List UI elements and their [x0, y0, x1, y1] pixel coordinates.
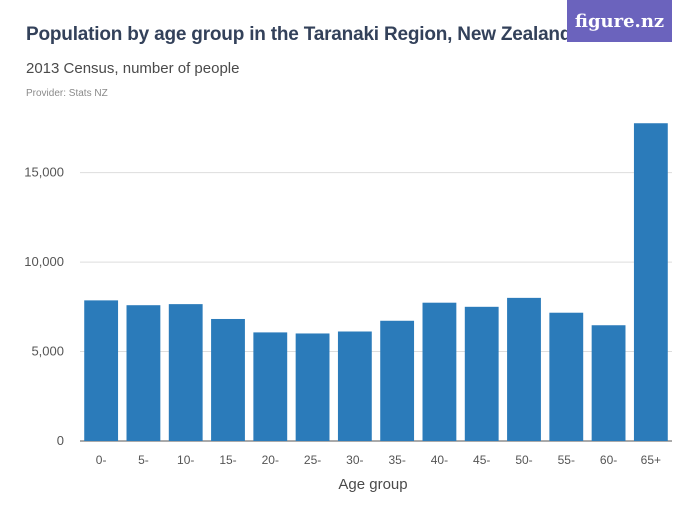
- x-tick-label: 60-: [600, 453, 617, 467]
- bar-20-[interactable]: [253, 332, 288, 441]
- x-tick-label: 40-: [431, 453, 448, 467]
- bar-60-[interactable]: [591, 325, 626, 441]
- x-tick-label: 0-: [96, 453, 107, 467]
- y-tick-label: 0: [57, 433, 64, 448]
- bar-35-[interactable]: [380, 320, 415, 441]
- bar-40-[interactable]: [422, 302, 457, 441]
- y-tick-label: 10,000: [24, 254, 64, 269]
- x-tick-label: 65+: [641, 453, 661, 467]
- chart-subtitle: 2013 Census, number of people: [26, 60, 240, 77]
- bar-layer: [84, 123, 668, 442]
- x-tick-label: 25-: [304, 453, 321, 467]
- chart-title: Population by age group in the Taranaki …: [26, 24, 572, 45]
- x-tick-label: 5-: [138, 453, 149, 467]
- bar-5-[interactable]: [126, 305, 161, 441]
- x-tick-label: 50-: [515, 453, 532, 467]
- bar-50-[interactable]: [507, 297, 541, 441]
- bar-15-[interactable]: [211, 318, 245, 441]
- x-tick-label: 35-: [388, 453, 405, 467]
- x-tick-label: 55-: [558, 453, 575, 467]
- bar-25-[interactable]: [295, 333, 330, 441]
- bar-45-[interactable]: [464, 306, 499, 441]
- bar-55-[interactable]: [549, 312, 584, 441]
- bar-0-[interactable]: [84, 300, 119, 441]
- x-axis-ticks: 0- 5- 10- 15- 20- 25- 30- 35- 40- 45- 50- 55- 60- 65+: [96, 453, 661, 467]
- y-tick-label: 15,000: [24, 165, 64, 180]
- x-axis-label: Age group: [338, 476, 407, 493]
- x-tick-label: 20-: [262, 453, 279, 467]
- bar-30-[interactable]: [337, 331, 372, 441]
- figure-nz-logo[interactable]: figure.nz: [567, 0, 672, 42]
- x-tick-label: 10-: [177, 453, 194, 467]
- x-tick-label: 15-: [219, 453, 236, 467]
- y-axis-ticks: 0 5,000 10,000 15,000: [24, 165, 64, 448]
- y-tick-label: 5,000: [31, 344, 64, 359]
- x-tick-label: 45-: [473, 453, 490, 467]
- bar-10-[interactable]: [168, 304, 203, 441]
- bar-65+[interactable]: [633, 123, 668, 442]
- data-provider: Provider: Stats NZ: [26, 88, 108, 99]
- x-tick-label: 30-: [346, 453, 363, 467]
